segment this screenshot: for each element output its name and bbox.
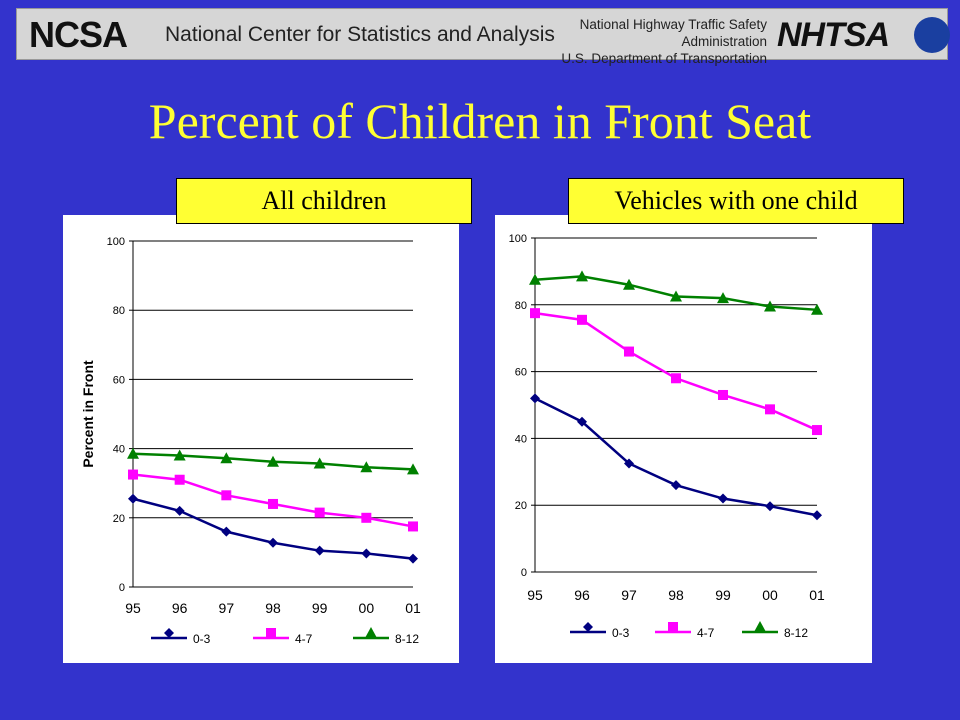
data-point-8-12 xyxy=(764,300,776,312)
data-point-8-12 xyxy=(220,452,233,464)
ncsa-logo: NCSA xyxy=(29,14,128,55)
y-axis-label: Percent in Front xyxy=(80,360,96,468)
data-point-4-7 xyxy=(530,308,540,319)
data-point-0-3 xyxy=(718,493,728,504)
series-line-0-3 xyxy=(534,397,818,517)
chart-label-one-child: Vehicles with one child xyxy=(568,178,904,224)
data-point-8-12 xyxy=(127,447,139,459)
data-point-8-12 xyxy=(407,463,419,475)
data-point-4-7 xyxy=(408,521,418,532)
center-name: National Center for Statistics and Analy… xyxy=(165,23,555,46)
x-tick-label: 00 xyxy=(359,600,375,616)
data-point-8-12 xyxy=(717,292,729,304)
data-point-8-12 xyxy=(313,457,326,469)
data-point-0-3 xyxy=(812,510,822,521)
y-tick-label: 80 xyxy=(515,300,527,312)
x-tick-label: 99 xyxy=(312,600,328,616)
x-tick-label: 96 xyxy=(172,600,188,616)
chart-panel-one-child: 0 20 40 60 80 100 95 96 97 98 99 00 01 0-3 4-7 8-12 xyxy=(495,215,872,663)
legend-label: 0-3 xyxy=(612,626,630,640)
data-point-0-3 xyxy=(268,537,278,548)
data-point-4-7 xyxy=(314,507,325,518)
legend-label: 0-3 xyxy=(193,632,211,646)
data-point-0-3 xyxy=(671,480,681,491)
x-tick-label: 99 xyxy=(715,587,731,603)
data-point-4-7 xyxy=(671,373,681,384)
page-title: Percent of Children in Front Seat xyxy=(148,93,812,149)
x-tick-label: 98 xyxy=(265,600,281,616)
chart-one-child: 0 20 40 60 80 100 95 96 97 98 99 00 01 0-3 4-7 8-12 xyxy=(509,233,825,640)
data-point-4-7 xyxy=(268,498,278,509)
data-point-4-7 xyxy=(812,425,822,436)
data-point-0-3 xyxy=(361,548,372,559)
data-point-8-12 xyxy=(623,278,635,290)
data-point-0-3 xyxy=(221,526,232,537)
data-point-8-12 xyxy=(360,461,373,473)
x-tick-label: 97 xyxy=(219,600,235,616)
x-tick-label: 95 xyxy=(527,587,543,603)
data-point-4-7 xyxy=(577,314,587,325)
x-tick-label: 00 xyxy=(762,587,778,603)
nhtsa-logo: NHTSA xyxy=(777,16,890,54)
data-point-8-12 xyxy=(811,303,823,315)
data-point-0-3 xyxy=(174,505,185,516)
x-tick-label: 96 xyxy=(574,587,590,603)
data-point-0-3 xyxy=(530,393,540,404)
data-point-4-7 xyxy=(361,512,372,523)
data-point-0-3 xyxy=(128,493,138,504)
legend-label: 8-12 xyxy=(784,626,808,640)
header-banner: NCSA National Center for Statistics and … xyxy=(16,8,950,66)
dot-emblem-icon xyxy=(914,17,950,53)
x-tick-label: 95 xyxy=(125,600,141,616)
y-tick-label: 80 xyxy=(113,305,125,317)
legend-marker-0-3 xyxy=(164,628,174,638)
legend-marker-4-7 xyxy=(266,628,276,638)
y-tick-label: 60 xyxy=(515,367,527,379)
legend-label: 4-7 xyxy=(295,632,313,646)
chart-panel-all-children: 0 20 40 60 80 100 95 96 97 98 99 00 01 Percent in Fro… xyxy=(63,215,459,663)
data-point-8-12 xyxy=(670,290,682,302)
data-point-0-3 xyxy=(577,416,587,427)
legend-label: 4-7 xyxy=(697,626,715,640)
y-tick-label: 40 xyxy=(113,444,125,456)
data-point-0-3 xyxy=(408,553,418,564)
department-name: U.S. Department of Transportation xyxy=(561,51,767,66)
x-tick-label: 98 xyxy=(668,587,684,603)
x-tick-label: 01 xyxy=(405,600,421,616)
data-point-4-7 xyxy=(221,490,232,501)
legend-marker-8-12 xyxy=(365,627,377,638)
x-tick-label: 01 xyxy=(809,587,825,603)
chart-all-children: 0 20 40 60 80 100 95 96 97 98 99 00 01 Percent in Fro… xyxy=(80,236,421,646)
data-point-0-3 xyxy=(765,501,775,512)
y-tick-label: 60 xyxy=(113,374,125,386)
data-point-8-12 xyxy=(173,449,186,461)
data-point-4-7 xyxy=(174,474,185,485)
data-point-8-12 xyxy=(576,270,588,282)
y-tick-label: 0 xyxy=(119,582,125,594)
x-tick-label: 97 xyxy=(621,587,637,603)
data-point-4-7 xyxy=(718,389,728,400)
data-point-4-7 xyxy=(128,469,138,480)
agency-block: National Highway Traffic Safety Administ… xyxy=(517,16,767,67)
chart-label-all-children: All children xyxy=(176,178,472,224)
y-tick-label: 20 xyxy=(113,513,125,525)
data-point-0-3 xyxy=(314,545,325,556)
agency-name: National Highway Traffic Safety Administ… xyxy=(579,17,767,49)
legend-label: 8-12 xyxy=(395,632,419,646)
data-point-8-12 xyxy=(529,273,541,285)
data-point-4-7 xyxy=(765,404,775,415)
legend-marker-4-7 xyxy=(668,622,678,632)
y-tick-label: 40 xyxy=(515,433,527,445)
y-tick-label: 0 xyxy=(521,567,527,579)
legend-marker-8-12 xyxy=(754,621,766,632)
data-point-8-12 xyxy=(267,455,279,467)
data-point-4-7 xyxy=(624,346,634,357)
legend-marker-0-3 xyxy=(583,622,593,632)
data-point-0-3 xyxy=(624,458,634,469)
y-tick-label: 100 xyxy=(509,233,527,245)
y-tick-label: 100 xyxy=(107,236,125,248)
y-tick-label: 20 xyxy=(515,500,527,512)
